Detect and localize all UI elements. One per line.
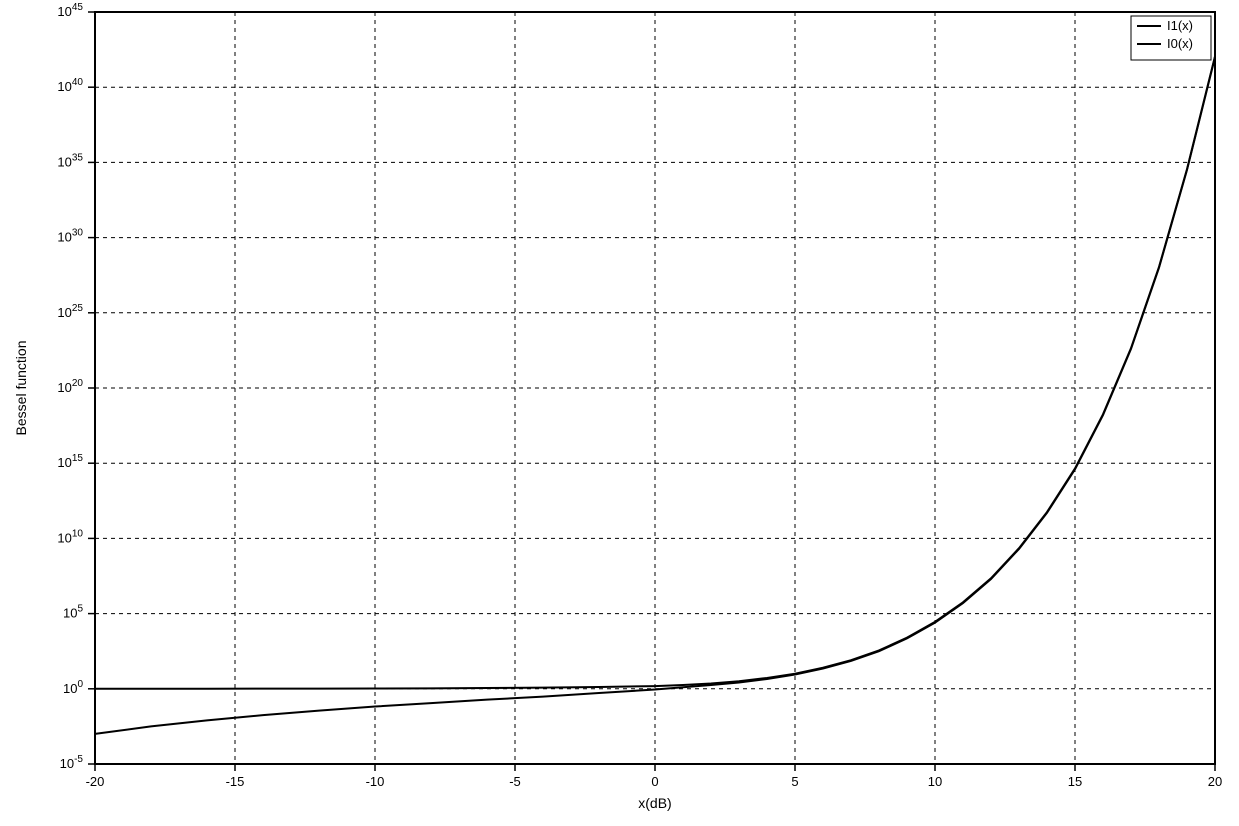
x-tick-label: 20 [1208,774,1222,789]
x-tick-label: 15 [1068,774,1082,789]
y-tick-label: 105 [63,604,83,621]
y-tick-label: 10-5 [60,754,84,771]
y-tick-label: 1015 [57,453,83,470]
y-tick-label: 100 [63,679,83,696]
y-tick-label: 1010 [57,528,83,545]
y-tick-label: 1040 [57,77,83,94]
y-tick-label: 1030 [57,228,83,245]
y-tick-label: 1025 [57,303,83,320]
x-tick-label: -5 [509,774,521,789]
y-tick-label: 1020 [57,378,83,395]
x-tick-label: -10 [366,774,385,789]
y-tick-label: 1035 [57,152,83,169]
x-tick-label: 0 [651,774,658,789]
x-tick-label: -20 [86,774,105,789]
chart-container: -20-15-10-50510152010-510010510101015102… [0,0,1239,826]
legend-label: I0(x) [1167,36,1193,51]
x-tick-label: 5 [791,774,798,789]
x-tick-label: -15 [226,774,245,789]
legend-label: I1(x) [1167,18,1193,33]
y-axis-label: Bessel function [13,341,29,436]
x-axis-label: x(dB) [638,795,671,811]
x-tick-label: 10 [928,774,942,789]
chart-svg: -20-15-10-50510152010-510010510101015102… [0,0,1239,826]
y-tick-label: 1045 [57,2,83,19]
